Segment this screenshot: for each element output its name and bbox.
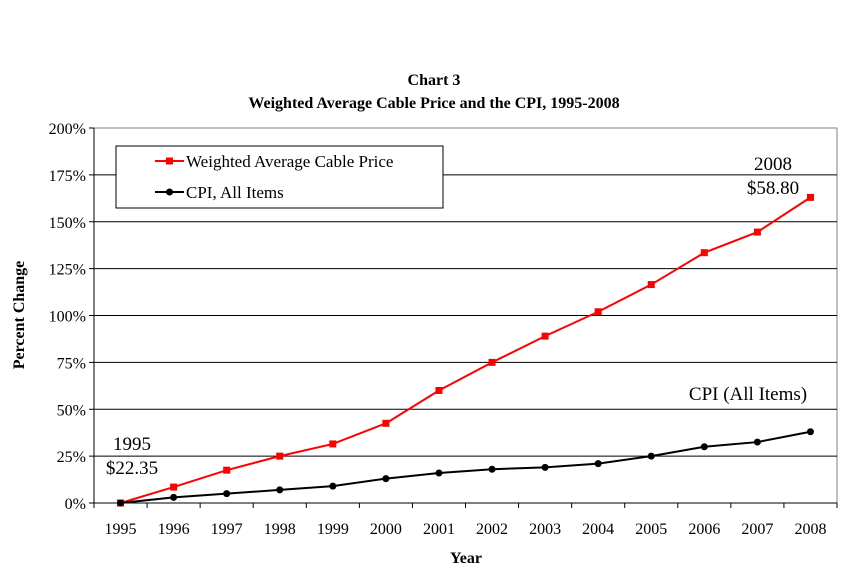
data-point-cable-price [594, 308, 602, 316]
chart-subtitle: Weighted Average Cable Price and the CPI… [248, 95, 619, 112]
data-point-cable-price [806, 193, 814, 201]
x-tick-label: 2001 [423, 521, 455, 538]
data-point-cable-price [329, 440, 337, 448]
x-tick-label: 1995 [105, 521, 137, 538]
annotation-start-price: $22.35 [106, 458, 158, 479]
data-point-cpi [594, 460, 602, 468]
series-layer [117, 193, 814, 507]
x-tick-label: 2005 [635, 521, 667, 538]
data-point-cpi [541, 463, 549, 471]
data-point-cable-price [276, 452, 284, 460]
y-tick-label: 75% [57, 355, 86, 372]
data-point-cpi [117, 499, 125, 507]
annotation-start-year: 1995 [113, 434, 151, 455]
x-tick-label: 2000 [370, 521, 402, 538]
gridlines [94, 174, 837, 457]
series-line-cable-price [120, 196, 812, 504]
y-tick-label: 0% [65, 496, 86, 513]
data-point-cable-price [170, 483, 178, 491]
legend-box [115, 145, 444, 209]
legend: Weighted Average Cable Price CPI, All It… [115, 145, 444, 209]
data-point-cpi [806, 428, 814, 436]
data-point-cable-price [435, 387, 443, 394]
y-tick-label: 50% [57, 402, 86, 419]
data-point-cable-price [488, 358, 496, 366]
y-tick-label: 25% [57, 449, 86, 466]
data-point-cpi [223, 490, 231, 498]
y-tick-label: 125% [49, 262, 86, 279]
y-axis: 0% 25% 50% 75% 100% 125% 150% 175% 200% [49, 121, 95, 513]
x-tick-label: 2006 [688, 521, 720, 538]
annotation-cpi-label: CPI (All Items) [689, 384, 807, 405]
annotation-end-year: 2008 [754, 154, 792, 175]
x-tick-label: 2008 [794, 521, 826, 538]
x-tick-label: 2003 [529, 521, 561, 538]
x-tick-label: 1998 [264, 521, 296, 538]
y-tick-label: 200% [49, 121, 86, 138]
data-point-cpi [382, 475, 390, 483]
data-point-cpi [700, 443, 708, 451]
x-axis: 1995 1996 1997 1998 1999 2000 2001 2002 2003 2004… [93, 502, 838, 538]
x-tick-label: 1999 [317, 521, 349, 538]
data-point-cpi [170, 493, 178, 501]
y-tick-label: 175% [49, 168, 86, 185]
data-point-cpi [647, 452, 655, 460]
x-tick-label: 1997 [211, 521, 243, 538]
data-point-cable-price [382, 419, 390, 427]
legend-label-cable: Weighted Average Cable Price [186, 152, 393, 171]
data-point-cable-price [700, 249, 708, 257]
data-point-cpi [276, 486, 284, 494]
data-point-cpi [435, 469, 443, 477]
series-line-cpi [120, 430, 811, 504]
data-point-cpi [329, 482, 337, 490]
data-point-cable-price [223, 466, 231, 474]
x-tick-label: 2004 [582, 521, 614, 538]
y-tick-label: 100% [49, 309, 86, 326]
data-point-cable-price [541, 332, 549, 340]
x-tick-label: 1996 [158, 521, 190, 538]
y-axis-label: Percent Change [11, 261, 28, 370]
data-point-cable-price [647, 281, 655, 289]
y-tick-label: 150% [49, 215, 86, 232]
data-point-cpi [488, 465, 496, 473]
x-axis-label: Year [450, 550, 482, 567]
legend-marker-cpi [166, 188, 173, 196]
legend-marker-cable [166, 157, 173, 165]
data-point-cable-price [753, 228, 761, 236]
x-tick-label: 2002 [476, 521, 508, 538]
chart-title: Chart 3 [408, 72, 461, 89]
data-point-cpi [753, 438, 761, 446]
annotation-end-price: $58.80 [747, 178, 799, 199]
x-tick-label: 2007 [741, 521, 773, 538]
legend-label-cpi: CPI, All Items [186, 183, 284, 202]
